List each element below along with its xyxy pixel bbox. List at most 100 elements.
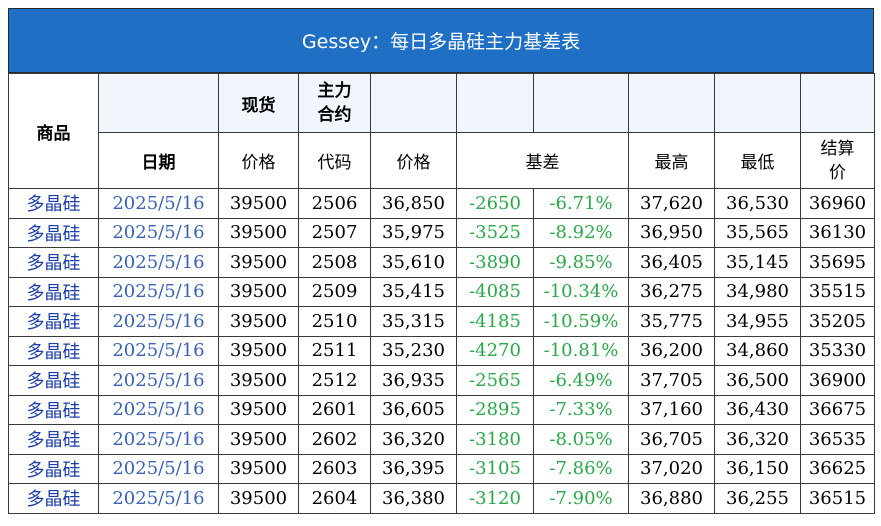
cell-date: 2025/5/16 [98, 365, 219, 396]
cell-basis-pct: -6.49% [533, 365, 629, 396]
cell-basis-pct: -10.59% [533, 306, 629, 337]
cell-contract-code: 2601 [298, 394, 371, 425]
header-spot: 现货 [218, 73, 299, 133]
cell-date: 2025/5/16 [98, 306, 219, 337]
cell-product: 多晶硅 [8, 424, 99, 455]
cell-contract-code: 2602 [298, 424, 371, 455]
header-blank [714, 73, 801, 133]
cell-price: 36,850 [370, 188, 457, 219]
cell-spot-price: 39500 [218, 483, 299, 514]
cell-spot-price: 39500 [218, 394, 299, 425]
cell-basis-pct: -10.34% [533, 276, 629, 307]
cell-high: 36,950 [628, 217, 715, 248]
header-low: 最低 [714, 132, 801, 189]
table-row: 多晶硅 2025/5/16 39500 2603 36,395 -3105 -7.86% 37… [8, 453, 875, 484]
cell-basis-pct: -8.92% [533, 217, 629, 248]
cell-product: 多晶硅 [8, 188, 99, 219]
cell-basis-pct: -9.85% [533, 247, 629, 278]
cell-low: 34,955 [714, 306, 801, 337]
cell-high: 36,705 [628, 424, 715, 455]
cell-spot-price: 39500 [218, 424, 299, 455]
cell-contract-code: 2603 [298, 453, 371, 484]
cell-low: 36,500 [714, 365, 801, 396]
cell-spot-price: 39500 [218, 306, 299, 337]
cell-spot-price: 39500 [218, 365, 299, 396]
cell-spot-price: 39500 [218, 247, 299, 278]
cell-date: 2025/5/16 [98, 276, 219, 307]
table-row: 多晶硅 2025/5/16 39500 2509 35,415 -4085 -10.34% 3… [8, 276, 875, 307]
cell-product: 多晶硅 [8, 453, 99, 484]
header-spot-price: 价格 [218, 132, 299, 189]
cell-high: 37,160 [628, 394, 715, 425]
cell-price: 36,395 [370, 453, 457, 484]
cell-low: 35,145 [714, 247, 801, 278]
header-blank [370, 73, 457, 133]
cell-settle: 36535 [800, 424, 875, 455]
cell-low: 34,980 [714, 276, 801, 307]
cell-settle: 36625 [800, 453, 875, 484]
cell-contract-code: 2506 [298, 188, 371, 219]
cell-price: 35,315 [370, 306, 457, 337]
cell-basis-pct: -10.81% [533, 335, 629, 366]
cell-basis: -2565 [456, 365, 534, 396]
cell-basis: -3120 [456, 483, 534, 514]
cell-settle: 35205 [800, 306, 875, 337]
cell-contract-code: 2510 [298, 306, 371, 337]
header-blank [456, 73, 534, 133]
cell-contract-code: 2508 [298, 247, 371, 278]
cell-date: 2025/5/16 [98, 335, 219, 366]
cell-contract-code: 2604 [298, 483, 371, 514]
header-code: 代码 [298, 132, 371, 189]
cell-basis-pct: -7.90% [533, 483, 629, 514]
header-blank [800, 73, 875, 133]
cell-price: 36,935 [370, 365, 457, 396]
cell-low: 36,320 [714, 424, 801, 455]
cell-basis-pct: -8.05% [533, 424, 629, 455]
cell-price: 36,605 [370, 394, 457, 425]
cell-high: 37,020 [628, 453, 715, 484]
cell-basis: -4270 [456, 335, 534, 366]
cell-basis: -2650 [456, 188, 534, 219]
cell-high: 37,705 [628, 365, 715, 396]
cell-date: 2025/5/16 [98, 483, 219, 514]
header-blank [628, 73, 715, 133]
cell-high: 36,880 [628, 483, 715, 514]
cell-high: 36,275 [628, 276, 715, 307]
cell-basis: -2895 [456, 394, 534, 425]
header-settle: 结算 价 [800, 132, 875, 189]
cell-spot-price: 39500 [218, 276, 299, 307]
cell-low: 34,860 [714, 335, 801, 366]
cell-low: 36,530 [714, 188, 801, 219]
table-row: 多晶硅 2025/5/16 39500 2604 36,380 -3120 -7.90% 36… [8, 483, 875, 514]
cell-date: 2025/5/16 [98, 453, 219, 484]
cell-date: 2025/5/16 [98, 424, 219, 455]
cell-basis: -3890 [456, 247, 534, 278]
header-high: 最高 [628, 132, 715, 189]
cell-date: 2025/5/16 [98, 217, 219, 248]
cell-high: 37,620 [628, 188, 715, 219]
table-row: 多晶硅 2025/5/16 39500 2601 36,605 -2895 -7.33% 37… [8, 394, 875, 425]
cell-date: 2025/5/16 [98, 188, 219, 219]
cell-settle: 35515 [800, 276, 875, 307]
cell-product: 多晶硅 [8, 365, 99, 396]
cell-contract-code: 2512 [298, 365, 371, 396]
cell-price: 35,610 [370, 247, 457, 278]
cell-product: 多晶硅 [8, 217, 99, 248]
cell-high: 36,200 [628, 335, 715, 366]
cell-spot-price: 39500 [218, 453, 299, 484]
cell-product: 多晶硅 [8, 276, 99, 307]
table-row: 多晶硅 2025/5/16 39500 2506 36,850 -2650 -6.71% 37… [8, 188, 875, 219]
cell-settle: 36515 [800, 483, 875, 514]
table-row: 多晶硅 2025/5/16 39500 2508 35,610 -3890 -9.85% 36… [8, 247, 875, 278]
table-row: 多晶硅 2025/5/16 39500 2511 35,230 -4270 -10.81% 3… [8, 335, 875, 366]
basis-table-container: Gessey：每日多晶硅主力基差表 商品 现货 主力 合约 日期 价格 代码 价… [8, 8, 875, 514]
basis-table: 商品 现货 主力 合约 日期 价格 代码 价格 基差 最高 最低 结算 价 多晶… [8, 73, 875, 514]
cell-high: 35,775 [628, 306, 715, 337]
header-price: 价格 [370, 132, 457, 189]
table-row: 多晶硅 2025/5/16 39500 2510 35,315 -4185 -10.59% 3… [8, 306, 875, 337]
cell-contract-code: 2511 [298, 335, 371, 366]
cell-spot-price: 39500 [218, 188, 299, 219]
cell-product: 多晶硅 [8, 306, 99, 337]
cell-price: 36,380 [370, 483, 457, 514]
cell-product: 多晶硅 [8, 483, 99, 514]
